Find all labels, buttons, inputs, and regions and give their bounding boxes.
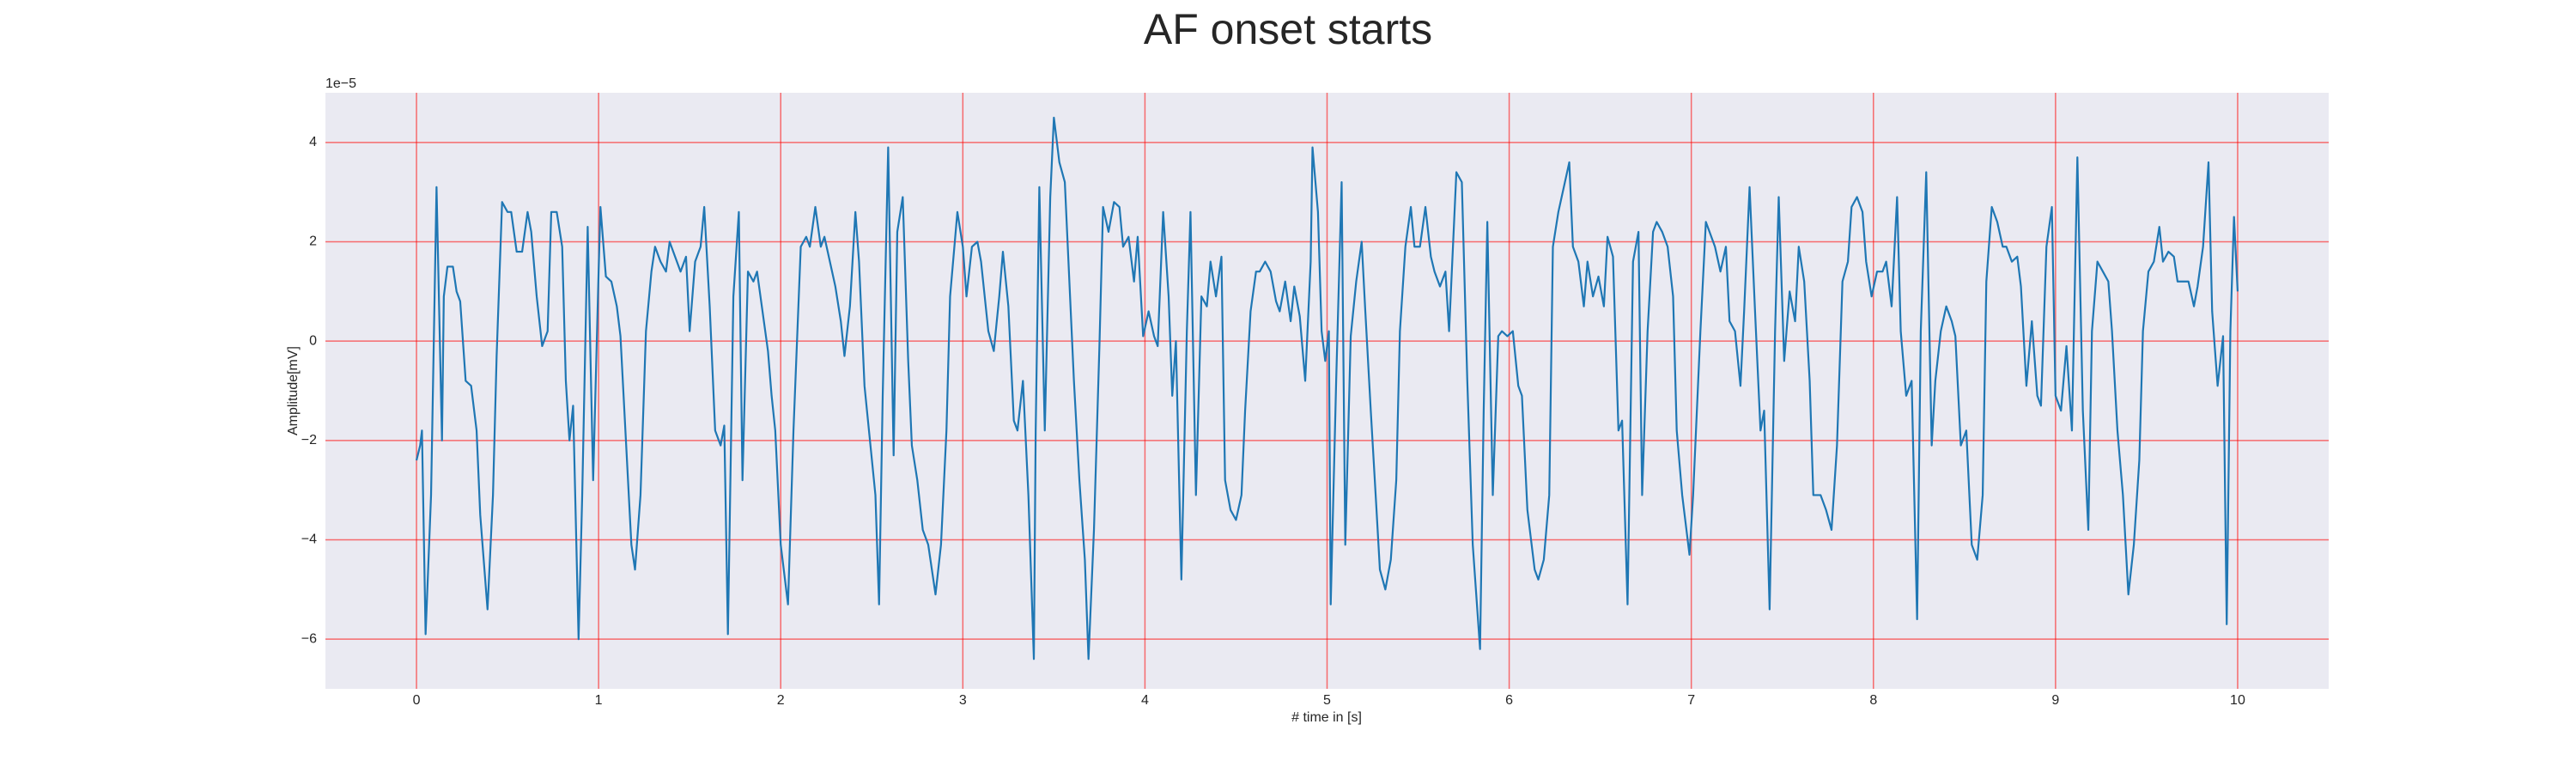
signal-line bbox=[415, 116, 2239, 660]
y-tick-label: 2 bbox=[309, 234, 317, 249]
x-tick-label: 8 bbox=[1869, 693, 1877, 708]
y-tick-label: −6 bbox=[301, 631, 317, 646]
chart-title: AF onset starts bbox=[1144, 5, 1432, 53]
x-tick-label: 0 bbox=[413, 693, 421, 708]
y-offset-label: 1e−5 bbox=[325, 76, 356, 91]
x-tick-label: 4 bbox=[1141, 693, 1149, 708]
x-axis-label: # time in [s] bbox=[1291, 710, 1362, 725]
x-tick-label: 7 bbox=[1687, 693, 1695, 708]
x-tick-label: 5 bbox=[1323, 693, 1331, 708]
y-tick-label: 0 bbox=[309, 333, 317, 348]
x-tick-label: 9 bbox=[2051, 693, 2059, 708]
x-tick-label: 1 bbox=[595, 693, 603, 708]
x-tick-label: 6 bbox=[1505, 693, 1513, 708]
y-tick-label: 4 bbox=[309, 135, 317, 149]
y-axis-label: Amplitude[mV] bbox=[286, 346, 301, 435]
x-tick-label: 2 bbox=[777, 693, 785, 708]
y-tick-label: −2 bbox=[301, 433, 317, 447]
y-tick-label: −4 bbox=[301, 533, 317, 547]
x-tick-label: 10 bbox=[2230, 693, 2245, 708]
x-tick-label: 3 bbox=[959, 693, 967, 708]
